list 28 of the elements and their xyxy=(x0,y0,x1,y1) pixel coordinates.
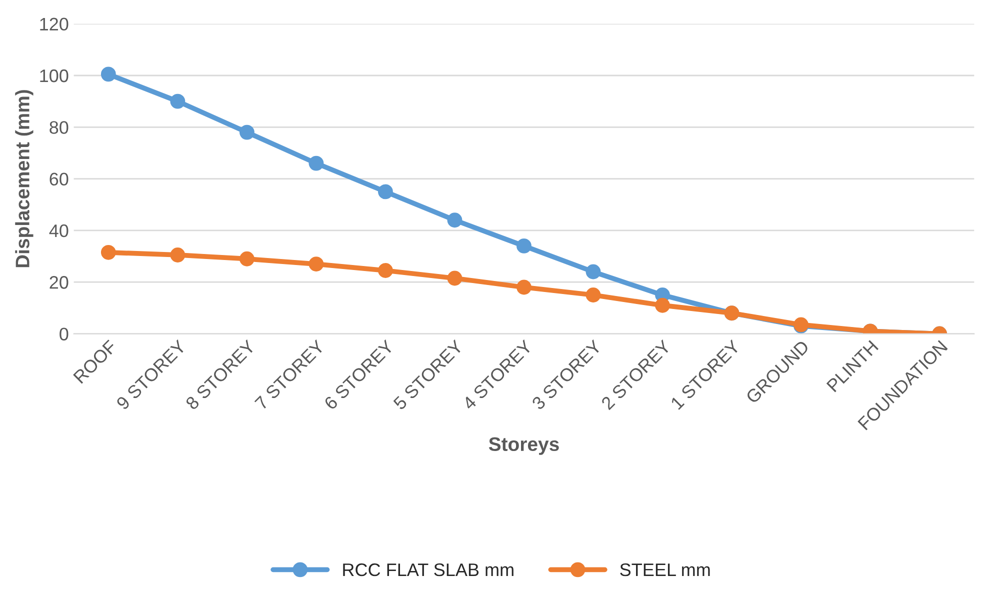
point xyxy=(100,244,116,260)
y-tick-label: 20 xyxy=(50,276,68,289)
point xyxy=(447,270,462,286)
point xyxy=(239,251,254,266)
y-tick-label: 100 xyxy=(40,69,68,82)
x-axis-title: Storeys xyxy=(488,437,559,455)
point xyxy=(447,212,462,228)
point xyxy=(655,298,670,313)
y-tick-label: 80 xyxy=(50,121,68,134)
y-tick-label: 0 xyxy=(60,328,68,340)
y-axis-title: Displacement (mm) xyxy=(15,90,34,268)
point xyxy=(378,184,393,200)
point xyxy=(170,94,186,109)
point xyxy=(378,263,393,278)
point xyxy=(308,156,324,171)
point xyxy=(100,66,116,82)
point xyxy=(170,248,186,262)
point xyxy=(586,288,601,302)
y-tick-label: 60 xyxy=(50,172,68,186)
point xyxy=(586,264,601,280)
point xyxy=(516,280,532,295)
legend-label: STEEL mm xyxy=(620,563,710,576)
point xyxy=(516,238,532,254)
y-tick-label: 40 xyxy=(49,224,68,238)
point xyxy=(308,256,324,272)
legend-label: RCC FLAT SLAB mm xyxy=(343,563,514,576)
point xyxy=(239,124,254,140)
y-tick-label: 120 xyxy=(40,18,68,31)
